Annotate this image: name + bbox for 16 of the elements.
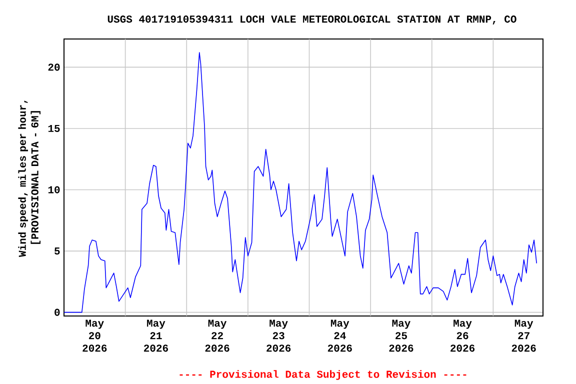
y-tick-label: 0 (54, 308, 60, 316)
y-axis-title: Wind speed, miles per hour, [PROVISIONAL DATA - 6M] (18, 100, 40, 257)
x-tick-label: May 25 2026 (389, 320, 414, 352)
y-tick-label: 15 (48, 124, 60, 132)
x-tick-label: May 27 2026 (512, 320, 536, 352)
x-tick-label: May 21 2026 (144, 320, 168, 352)
y-tick-label: 20 (48, 64, 60, 71)
x-tick-label: May 23 2026 (266, 320, 291, 352)
y-tick-label: 10 (48, 186, 60, 194)
y-tick-label: 5 (54, 248, 60, 255)
chart-title: USGS 401719105394311 LOCH VALE METEOROLOGICAL STATION AT RMNP, CO (108, 16, 516, 24)
x-tick-label: May 24 2026 (328, 320, 352, 352)
x-tick-label: May 20 2026 (82, 320, 107, 352)
x-tick-label: May 26 2026 (450, 320, 475, 352)
x-tick-label: May 22 2026 (205, 320, 230, 352)
text: ---- Provisional Data Subject to Revision ---- (180, 370, 466, 380)
